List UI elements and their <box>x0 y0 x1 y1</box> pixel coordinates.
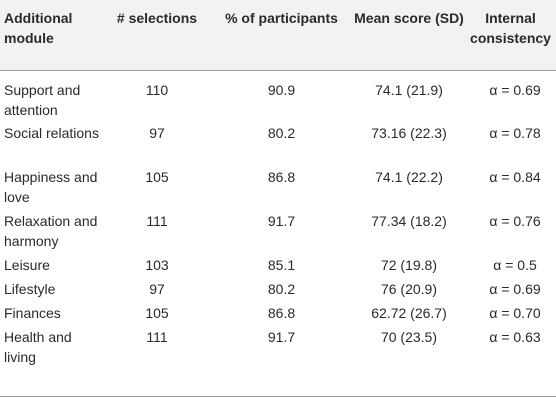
additional-modules-table: Additional module # selections % of part… <box>0 0 556 371</box>
internal-consistency: α = 0.69 <box>489 81 541 98</box>
selections-count: 103 <box>145 257 169 273</box>
internal-consistency: α = 0.76 <box>489 213 541 229</box>
module-name: Health and living <box>4 329 72 365</box>
participants-percent: 80.2 <box>267 281 296 297</box>
mean-score: 73.16 (22.3) <box>371 125 447 141</box>
module-name: Happiness and love <box>4 169 98 205</box>
selections-count: 97 <box>149 281 165 297</box>
mean-score: 62.72 (26.7) <box>371 305 447 321</box>
internal-consistency: α = 0.63 <box>489 329 541 345</box>
mean-score: 74.1 (22.2) <box>375 169 443 185</box>
module-name: Leisure <box>4 257 50 273</box>
module-name: Support and attention <box>4 81 81 118</box>
table-row: Happiness and love 105 86.8 74.1 (22.2) … <box>0 167 556 211</box>
table-row: Social relations 97 80.2 73.16 (22.3) α … <box>0 123 556 167</box>
internal-consistency: α = 0.69 <box>489 281 541 297</box>
table-row: Relaxation and harmony 111 91.7 77.34 (1… <box>0 211 556 255</box>
participants-percent: 86.8 <box>267 305 296 321</box>
table-row: Leisure 103 85.1 72 (19.8) α = 0.5 <box>0 255 556 279</box>
module-name: Lifestyle <box>4 281 56 297</box>
participants-percent: 80.2 <box>267 125 296 141</box>
selections-count: 111 <box>146 213 168 229</box>
module-name: Relaxation and harmony <box>4 213 98 249</box>
mean-score: 74.1 (21.9) <box>375 81 443 98</box>
selections-count: 97 <box>149 125 165 141</box>
participants-percent: 86.8 <box>267 169 296 185</box>
table-bottom-rule <box>0 396 556 397</box>
table-header: Additional module # selections % of part… <box>0 0 556 70</box>
header-additional-module: Additional module <box>4 10 73 46</box>
internal-consistency: α = 0.84 <box>489 169 541 185</box>
selections-count: 111 <box>146 329 168 345</box>
mean-score: 76 (20.9) <box>380 281 438 297</box>
internal-consistency: α = 0.70 <box>489 305 541 321</box>
participants-percent: 85.1 <box>267 257 296 273</box>
participants-percent: 90.9 <box>267 81 296 98</box>
table-row: Lifestyle 97 80.2 76 (20.9) α = 0.69 <box>0 279 556 303</box>
module-name: Social relations <box>4 125 99 141</box>
participants-percent: 91.7 <box>267 329 296 345</box>
mean-score: 70 (23.5) <box>380 329 438 345</box>
internal-consistency: α = 0.5 <box>493 257 537 273</box>
table-body: Support and attention 110 90.9 74.1 (21.… <box>0 70 556 371</box>
header-mean-score: Mean score (SD) <box>354 10 464 26</box>
mean-score: 72 (19.8) <box>380 257 438 273</box>
header-percent-participants: % of participants <box>225 10 338 26</box>
internal-consistency: α = 0.78 <box>489 125 541 141</box>
header-internal-consistency: Internal consistency <box>470 10 551 46</box>
header-row: Additional module # selections % of part… <box>0 0 556 70</box>
module-name: Finances <box>4 305 61 321</box>
participants-percent: 91.7 <box>267 213 296 229</box>
selections-count: 110 <box>145 81 169 98</box>
header-selections: # selections <box>116 10 198 26</box>
table-row: Health and living 111 91.7 70 (23.5) α =… <box>0 327 556 371</box>
table-row: Support and attention 110 90.9 74.1 (21.… <box>0 70 556 123</box>
mean-score: 77.34 (18.2) <box>371 213 447 229</box>
table-row: Finances 105 86.8 62.72 (26.7) α = 0.70 <box>0 303 556 327</box>
selections-count: 105 <box>145 169 169 185</box>
selections-count: 105 <box>145 305 169 321</box>
